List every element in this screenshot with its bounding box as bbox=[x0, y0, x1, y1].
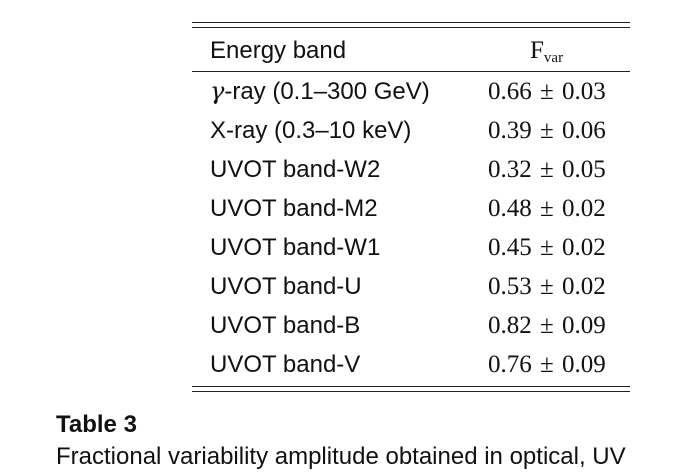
table-row: UVOT band-V 0.76 ± 0.09 bbox=[192, 345, 630, 384]
header-fvar-sub: var bbox=[543, 50, 564, 66]
row-band-label: UVOT band-B bbox=[210, 312, 361, 339]
row-value: 0.53 ± 0.02 bbox=[488, 273, 606, 300]
table-row: X-ray (0.3–10 keV) 0.39 ± 0.06 bbox=[192, 111, 630, 150]
table-top-rule-inner bbox=[192, 27, 630, 28]
row-band-label: X-ray (0.3–10 keV) bbox=[210, 117, 412, 144]
header-fvar: Fvar bbox=[530, 31, 563, 78]
table-bottom-rule bbox=[192, 386, 630, 387]
gamma-symbol: γ bbox=[210, 77, 225, 105]
table-row: UVOT band-W1 0.45 ± 0.02 bbox=[192, 228, 630, 267]
table-top-rule bbox=[192, 22, 630, 23]
row-band-label: UVOT band-W2 bbox=[210, 156, 381, 183]
row-band-label: UVOT band-U bbox=[210, 273, 362, 300]
row-band-label: UVOT band-W1 bbox=[210, 234, 381, 261]
row-band-label: UVOT band-M2 bbox=[210, 195, 378, 222]
row-band-label: UVOT band-V bbox=[210, 351, 361, 378]
row-value: 0.66 ± 0.03 bbox=[488, 78, 606, 105]
row-value: 0.48 ± 0.02 bbox=[488, 195, 606, 222]
header-fvar-main: F bbox=[530, 37, 544, 64]
table-row: UVOT band-B 0.82 ± 0.09 bbox=[192, 306, 630, 345]
caption-text: Fractional variability amplitude obtaine… bbox=[56, 443, 626, 470]
table-row: UVOT band-U 0.53 ± 0.02 bbox=[192, 267, 630, 306]
table-row: UVOT band-M2 0.48 ± 0.02 bbox=[192, 189, 630, 228]
table-row: γ-ray (0.1–300 GeV) 0.66 ± 0.03 bbox=[192, 72, 630, 111]
header-energy-band: Energy band bbox=[210, 37, 347, 64]
table-bottom-rule-outer bbox=[192, 391, 630, 392]
row-band-label: -ray (0.1–300 GeV) bbox=[224, 78, 430, 105]
row-value: 0.76 ± 0.09 bbox=[488, 351, 606, 378]
table-header-rule bbox=[192, 71, 630, 72]
row-value: 0.39 ± 0.06 bbox=[488, 117, 606, 144]
caption-title: Table 3 bbox=[56, 411, 137, 438]
row-value: 0.82 ± 0.09 bbox=[488, 312, 606, 339]
row-value: 0.32 ± 0.05 bbox=[488, 156, 606, 183]
table-row: UVOT band-W2 0.32 ± 0.05 bbox=[192, 150, 630, 189]
row-value: 0.45 ± 0.02 bbox=[488, 234, 606, 261]
table-header-row: Energy band Fvar bbox=[192, 31, 630, 70]
